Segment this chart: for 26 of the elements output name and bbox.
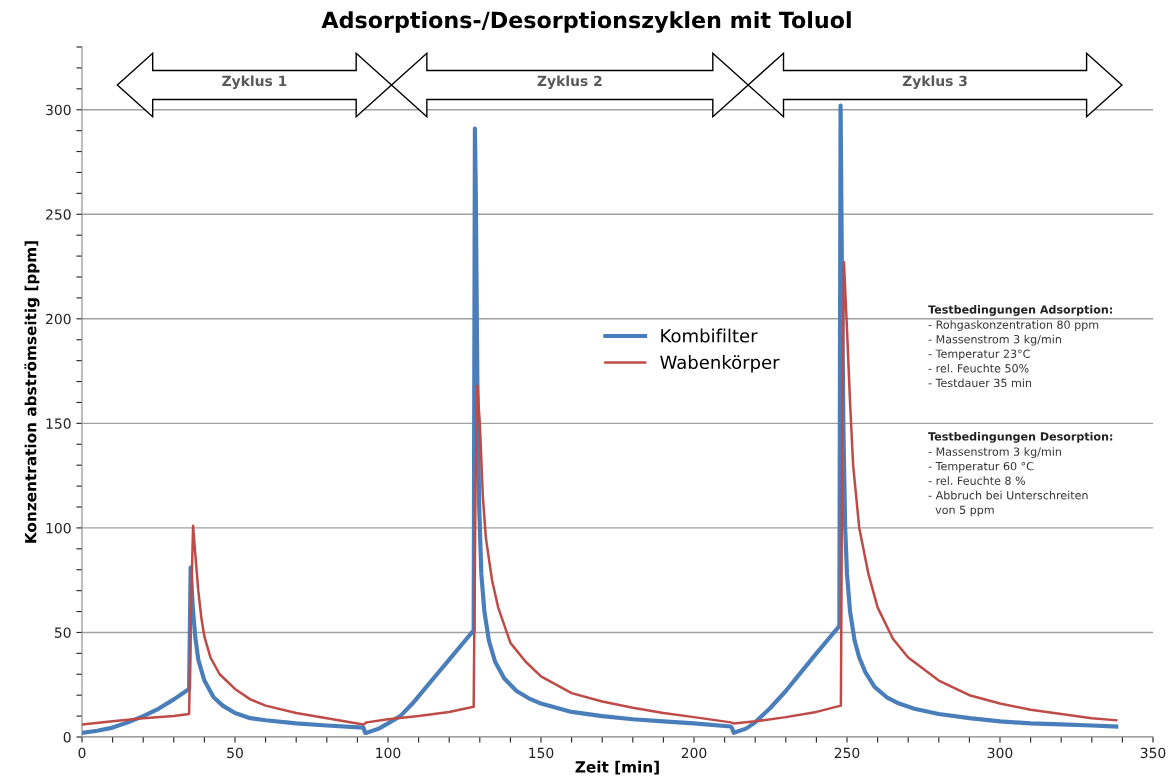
y-tick-label: 300 (46, 104, 71, 116)
annotation: Zyklus 1 (222, 75, 287, 89)
y-axis-title: Konzentration abströmseitig [ppm] (24, 241, 40, 543)
x-tick-label: 250 (834, 747, 860, 759)
legend-label: Kombifilter (661, 328, 758, 343)
x-tick-label: 300 (987, 747, 1013, 759)
annotation: Zyklus 3 (902, 75, 967, 89)
x-tick-label: 100 (376, 747, 401, 759)
y-tick-label: 200 (46, 313, 71, 325)
y-tick-label: 150 (46, 418, 71, 429)
chart-title: Adsorptions-/Desorptionszyklen mit Toluol (321, 11, 851, 33)
x-tick-label: 200 (681, 747, 707, 759)
x-tick-label: 0 (78, 747, 86, 759)
x-tick-label: 350 (1140, 747, 1166, 759)
legend-label: Wabenkörper (660, 355, 780, 373)
annotation: Testbedingungen Adsorption: - Rohgaskonzentration 80 ppm - Massenstrom 3 kg/min - Temperatur 23°C - rel. Feuchte 50% - Testdauer 35 min (928, 305, 1112, 388)
annotation: Testbedingungen Desorption: - Massenstrom 3 kg/min - Temperatur 60 °C - rel. Feuchte 8 % - Abbruch bei Unterschreiten von 5 ppm (928, 432, 1113, 517)
x-tick-label: 150 (529, 747, 554, 759)
x-axis-title: Zeit [min] (575, 760, 659, 775)
y-tick-label: 250 (46, 209, 71, 220)
x-tick-label: 50 (227, 747, 243, 759)
line-series (82, 261, 1118, 726)
y-tick-label: 0 (63, 731, 71, 743)
y-tick-label: 100 (46, 522, 71, 534)
annotation: Zyklus 2 (537, 75, 602, 89)
y-tick-label: 50 (54, 627, 71, 638)
